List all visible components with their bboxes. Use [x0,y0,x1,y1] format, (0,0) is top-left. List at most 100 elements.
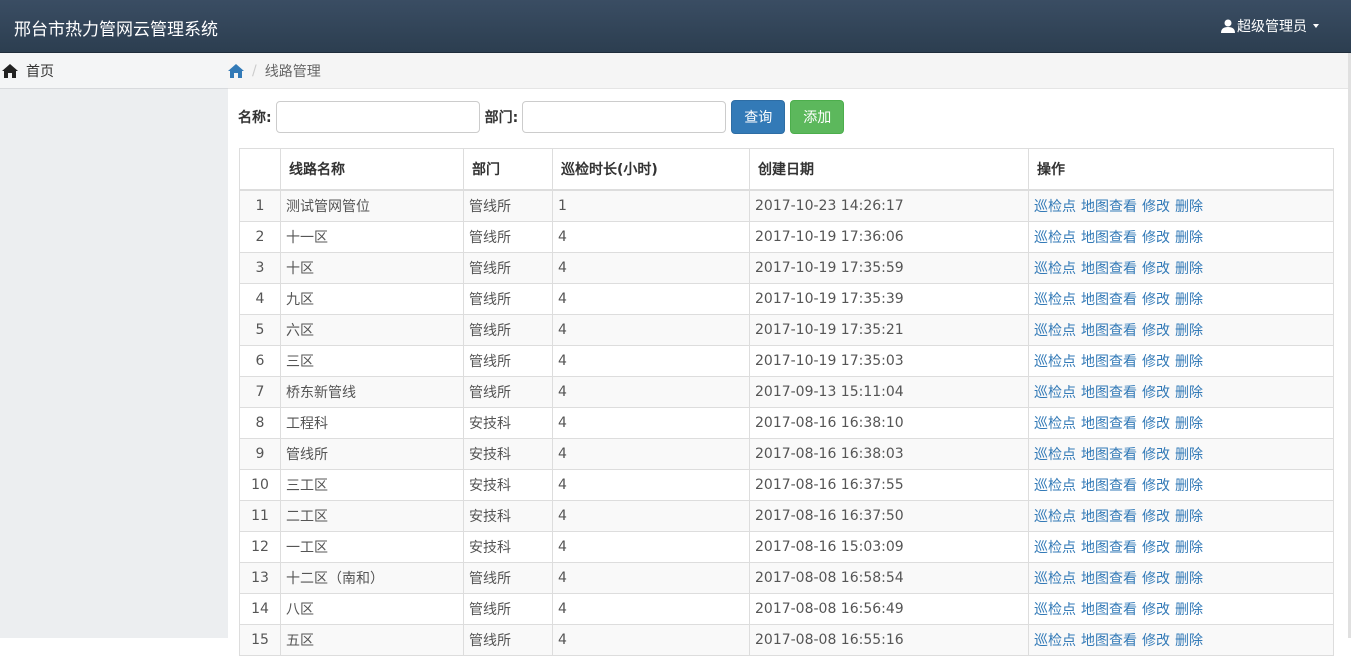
actions-cell: 巡检点 地图查看 修改 删除 [1028,314,1334,346]
table-cell: 4 [552,221,750,253]
actions-cell: 巡检点 地图查看 修改 删除 [1028,500,1334,532]
action-link[interactable]: 修改 [1142,292,1170,308]
action-link[interactable]: 地图查看 [1081,199,1137,215]
dept-label: 部门: [484,110,519,126]
action-link[interactable]: 删除 [1175,447,1203,463]
action-link[interactable]: 修改 [1142,323,1170,339]
table-cell: 管线所 [280,438,464,470]
query-button[interactable]: 查询 [731,100,786,134]
action-link[interactable]: 修改 [1142,261,1170,277]
table-cell: 4 [552,314,750,346]
name-input[interactable] [275,101,480,133]
table-cell: 管线所 [463,345,553,377]
action-link[interactable]: 删除 [1175,261,1203,277]
table-cell: 1 [552,189,750,222]
action-link[interactable]: 地图查看 [1081,292,1137,308]
action-link[interactable]: 删除 [1175,602,1203,618]
header-cell: 巡检时长(小时) [552,148,750,191]
action-link[interactable]: 地图查看 [1081,230,1137,246]
action-link[interactable]: 修改 [1142,230,1170,246]
user-icon [1221,19,1235,33]
table-cell: 2017-08-08 16:55:16 [749,624,1029,656]
table-cell: 4 [552,469,750,501]
actions-cell: 巡检点 地图查看 修改 删除 [1028,345,1334,377]
dept-input[interactable] [522,101,727,133]
action-link[interactable]: 删除 [1175,230,1203,246]
action-link[interactable]: 巡检点 [1034,478,1076,494]
table-cell: 十一区 [280,221,464,253]
header-cell: 线路名称 [280,148,464,191]
action-link[interactable]: 修改 [1142,478,1170,494]
action-link[interactable]: 地图查看 [1081,509,1137,525]
action-link[interactable]: 巡检点 [1034,602,1076,618]
actions-cell: 巡检点 地图查看 修改 删除 [1028,438,1334,470]
action-link[interactable]: 巡检点 [1034,571,1076,587]
action-link[interactable]: 巡检点 [1034,230,1076,246]
home-icon[interactable] [228,63,244,78]
table-cell: 十区 [280,252,464,284]
action-link[interactable]: 巡检点 [1034,540,1076,556]
action-link[interactable]: 地图查看 [1081,478,1137,494]
action-link[interactable]: 删除 [1175,292,1203,308]
action-link[interactable]: 修改 [1142,633,1170,649]
action-link[interactable]: 修改 [1142,199,1170,215]
action-link[interactable]: 巡检点 [1034,261,1076,277]
table-row: 1 测试管网管位 管线所 1 2017-10-23 14:26:17 巡检点 地图查看 修改删… [239,189,1334,222]
table-cell: 14 [239,593,281,625]
action-link[interactable]: 巡检点 [1034,633,1076,649]
table-row: 10 三工区 安技科 4 2017-08-16 16:37:55 巡检点 地图查看 修改 删除 [239,469,1334,501]
action-link[interactable]: 删除 [1175,571,1203,587]
table-cell: 六区 [280,314,464,346]
table-cell: 2017-10-19 17:35:39 [749,283,1029,315]
table-cell: 管线所 [463,252,553,284]
action-link[interactable]: 地图查看 [1081,323,1137,339]
header-cell: 操作 [1028,148,1334,191]
action-link[interactable]: 修改 [1142,416,1170,432]
action-link[interactable]: 修改 [1142,602,1170,618]
action-link[interactable]: 巡检点 [1034,323,1076,339]
user-menu[interactable]: 超级管理员 [1221,16,1323,36]
action-link[interactable]: 删除 [1175,199,1203,215]
header-cell: 部门 [463,148,553,191]
caret [1313,24,1319,28]
action-link[interactable]: 巡检点 [1034,385,1076,401]
table-row: 12 一工区 安技科 4 2017-08-16 15:03:09 巡检点 地图查看 修改 删除 [239,531,1334,563]
action-link[interactable]: 修改 [1142,540,1170,556]
action-link[interactable]: 删除 [1175,354,1203,370]
action-link[interactable]: 地图查看 [1081,540,1137,556]
sidebar-item[interactable]: 首页 [0,53,228,89]
action-link[interactable]: 巡检点 [1034,447,1076,463]
add-button[interactable]: 添加 [790,100,845,134]
action-link[interactable]: 巡检点 [1034,509,1076,525]
action-link[interactable]: 地图查看 [1081,571,1137,587]
action-link[interactable]: 修改 [1142,385,1170,401]
action-link[interactable]: 地图查看 [1081,633,1137,649]
table-cell: 管线所 [463,624,553,656]
table-row: 6 三区 管线所 4 2017-10-19 17:35:03 巡检点 地图查看 修改 删除 [239,345,1334,377]
action-link[interactable]: 地图查看 [1081,416,1137,432]
action-link[interactable]: 地图查看 [1081,354,1137,370]
action-link[interactable]: 删除 [1175,509,1203,525]
action-link[interactable]: 修改 [1142,509,1170,525]
action-link[interactable]: 巡检点 [1034,416,1076,432]
action-link[interactable]: 巡检点 [1034,199,1076,215]
action-link[interactable]: 巡检点 [1034,292,1076,308]
action-link[interactable]: 修改 [1142,571,1170,587]
table-cell: 2017-10-19 17:35:21 [749,314,1029,346]
action-link[interactable]: 巡检点 [1034,354,1076,370]
action-link[interactable]: 修改 [1142,354,1170,370]
action-link[interactable]: 地图查看 [1081,602,1137,618]
action-link[interactable]: 地图查看 [1081,447,1137,463]
action-link[interactable]: 删除 [1175,540,1203,556]
action-link[interactable]: 删除 [1175,478,1203,494]
action-link[interactable]: 修改 [1142,447,1170,463]
action-link[interactable]: 地图查看 [1081,385,1137,401]
action-link[interactable]: 删除 [1175,323,1203,339]
action-link[interactable]: 删除 [1175,385,1203,401]
action-link[interactable]: 地图查看 [1081,261,1137,277]
action-link[interactable]: 删除 [1175,633,1203,649]
actions-cell: 巡检点 地图查看 修改 删除 [1028,283,1334,315]
action-link[interactable]: 删除 [1175,416,1203,432]
table-cell: 安技科 [463,469,553,501]
navbar: 邢台市热力管网云管理系统 超级管理员 [0,0,1351,53]
